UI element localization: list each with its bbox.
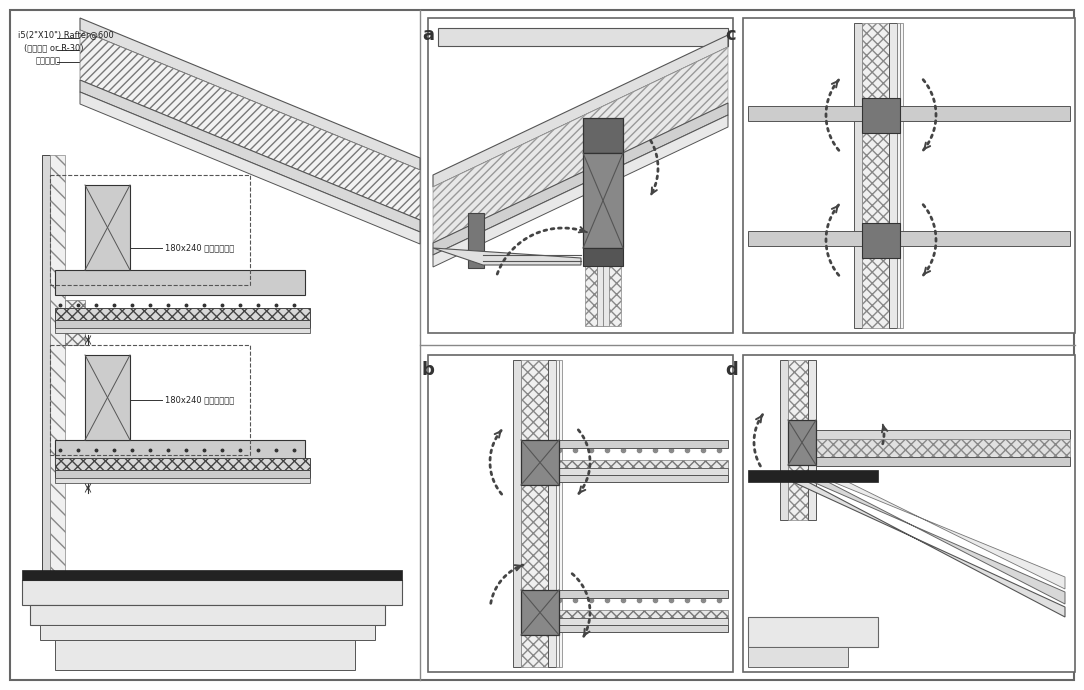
Bar (900, 106, 1070, 121)
Text: 천장마감재: 천장마감재 (36, 57, 61, 66)
Bar (780, 360, 788, 520)
Polygon shape (813, 482, 1064, 604)
Bar (900, 231, 1070, 246)
Bar (559, 618, 728, 625)
Bar (559, 440, 728, 448)
Bar (85, 185, 130, 270)
Bar (521, 440, 559, 485)
Text: a: a (422, 26, 434, 44)
Bar (40, 625, 375, 640)
Bar (50, 345, 250, 455)
Bar (42, 155, 50, 635)
Bar (50, 175, 250, 285)
Bar (862, 98, 900, 133)
Text: b: b (422, 361, 435, 379)
Bar (788, 360, 808, 520)
Bar (816, 439, 1070, 457)
Bar (748, 106, 862, 121)
Text: 180x240 구조용집성재: 180x240 구조용집성재 (165, 395, 234, 404)
Text: c: c (725, 26, 736, 44)
Polygon shape (80, 80, 420, 232)
Bar (748, 647, 848, 667)
Bar (559, 590, 728, 598)
Polygon shape (433, 47, 728, 243)
Bar (808, 360, 816, 520)
Bar (65, 300, 85, 345)
Bar (559, 468, 728, 475)
Bar (428, 355, 733, 672)
Bar (748, 617, 878, 647)
Bar (609, 266, 621, 326)
Bar (603, 266, 609, 326)
Bar (816, 430, 1070, 439)
Bar (513, 360, 521, 667)
Bar (22, 570, 402, 580)
Bar (468, 213, 483, 268)
Polygon shape (80, 18, 420, 170)
Text: 180x240 구조용집성재: 180x240 구조용집성재 (165, 244, 234, 253)
Bar (585, 266, 597, 326)
Bar (521, 590, 559, 635)
Bar (816, 457, 1070, 466)
Bar (55, 308, 310, 320)
Bar (55, 458, 310, 470)
Bar (889, 23, 896, 328)
Bar (583, 248, 623, 266)
Bar (55, 440, 305, 465)
Bar (428, 18, 733, 333)
Bar (559, 475, 728, 482)
Bar (55, 270, 305, 295)
Bar (583, 118, 623, 153)
Bar (55, 328, 310, 333)
Bar (55, 478, 310, 483)
Polygon shape (438, 28, 728, 46)
Polygon shape (433, 35, 728, 187)
Polygon shape (833, 482, 1064, 589)
Polygon shape (80, 92, 420, 244)
Bar (55, 640, 354, 670)
Bar (788, 420, 816, 465)
Text: d: d (725, 361, 738, 379)
Text: (우레탄폼 or R-30): (우레탄폼 or R-30) (24, 43, 83, 52)
Bar (743, 18, 1075, 333)
Bar (559, 460, 728, 468)
Bar (559, 360, 562, 667)
Bar (743, 355, 1075, 672)
Bar (597, 266, 603, 326)
Bar (862, 223, 900, 258)
Bar (896, 23, 900, 328)
Bar (556, 360, 559, 667)
Polygon shape (433, 103, 728, 255)
Bar (862, 23, 889, 328)
Bar (85, 355, 130, 440)
Polygon shape (793, 482, 1064, 617)
Polygon shape (433, 115, 728, 267)
Bar (559, 625, 728, 632)
Polygon shape (80, 30, 420, 220)
Bar (583, 153, 623, 248)
Bar (55, 320, 310, 328)
Bar (30, 605, 385, 625)
Bar (900, 23, 903, 328)
Bar (50, 155, 65, 635)
Polygon shape (433, 248, 581, 265)
Text: i5(2"X10") Rafter@600: i5(2"X10") Rafter@600 (18, 30, 114, 39)
Bar (748, 231, 862, 246)
Bar (22, 580, 402, 605)
Bar (55, 470, 310, 478)
Bar (854, 23, 862, 328)
Bar (559, 610, 728, 618)
Bar (521, 360, 549, 667)
Bar (748, 470, 878, 482)
Bar (549, 360, 556, 667)
